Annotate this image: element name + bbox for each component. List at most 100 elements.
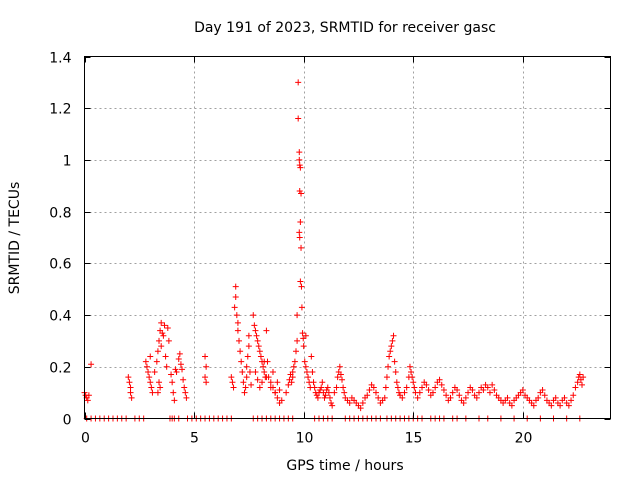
- data-point: [237, 348, 244, 355]
- y-axis-label: SRMTID / TECUs: [7, 182, 23, 295]
- data-point: [180, 376, 187, 383]
- data-point: [387, 348, 394, 355]
- data-point: [324, 384, 331, 391]
- data-point: [238, 358, 245, 365]
- data-point: [530, 402, 537, 409]
- data-point: [469, 387, 476, 394]
- data-point: [436, 376, 443, 383]
- data-point: [261, 358, 268, 365]
- data-point: [288, 379, 295, 386]
- data-point: [283, 389, 290, 396]
- data-point: [243, 363, 250, 370]
- data-point: [243, 374, 250, 381]
- data-point: [179, 366, 186, 373]
- data-point: [252, 368, 259, 375]
- plot-frame: [84, 56, 611, 419]
- data-point: [298, 244, 305, 251]
- data-point: [294, 337, 301, 344]
- y-tick-label: 0: [63, 413, 72, 429]
- data-point: [403, 384, 410, 391]
- data-point: [172, 366, 179, 373]
- data-point: [158, 343, 165, 350]
- data-point: [183, 394, 190, 401]
- data-point: [244, 353, 251, 360]
- y-tick-label: 1.4: [49, 51, 71, 67]
- data-point: [159, 330, 166, 337]
- data-point: [385, 363, 392, 370]
- data-point: [245, 332, 252, 339]
- data-point: [429, 389, 436, 396]
- data-point: [256, 348, 263, 355]
- data-point: [565, 402, 572, 409]
- data-point: [346, 399, 353, 406]
- data-point: [399, 394, 406, 401]
- data-point: [300, 335, 307, 342]
- data-point: [127, 384, 134, 391]
- data-point: [302, 332, 309, 339]
- data-point: [145, 368, 152, 375]
- data-point: [170, 389, 177, 396]
- data-point: [162, 353, 169, 360]
- data-point: [419, 384, 426, 391]
- data-point: [325, 389, 332, 396]
- data-point: [318, 384, 325, 391]
- data-point: [449, 389, 456, 396]
- data-point: [252, 327, 259, 334]
- data-point: [341, 389, 348, 396]
- data-point: [230, 384, 237, 391]
- data-point: [239, 368, 246, 375]
- data-point: [297, 164, 304, 171]
- data-point: [411, 384, 418, 391]
- grid-lines: [84, 56, 611, 419]
- data-point: [265, 374, 272, 381]
- data-point: [126, 379, 133, 386]
- data-point: [250, 312, 257, 319]
- data-point: [248, 381, 255, 388]
- data-point: [561, 394, 568, 401]
- data-point: [88, 361, 95, 368]
- data-point: [255, 343, 262, 350]
- data-point: [299, 330, 306, 337]
- data-point: [177, 361, 184, 368]
- data-point: [541, 392, 548, 399]
- data-point: [375, 394, 382, 401]
- data-point: [414, 394, 421, 401]
- data-point: [328, 399, 335, 406]
- data-point: [276, 387, 283, 394]
- data-point: [576, 371, 583, 378]
- data-point: [296, 156, 303, 163]
- data-point: [232, 283, 239, 290]
- data-point: [251, 322, 258, 329]
- data-point: [416, 389, 423, 396]
- data-point: [153, 358, 160, 365]
- data-point: [259, 379, 266, 386]
- data-point: [447, 394, 454, 401]
- data-point: [182, 389, 189, 396]
- x-tick-label: 15: [405, 431, 423, 447]
- data-point: [160, 332, 167, 339]
- data-point: [291, 358, 298, 365]
- data-point: [263, 327, 270, 334]
- data-point: [579, 381, 586, 388]
- data-point: [274, 394, 281, 401]
- data-point: [456, 392, 463, 399]
- data-point: [409, 374, 416, 381]
- data-point: [308, 353, 315, 360]
- data-point: [163, 363, 170, 370]
- chart-title: Day 191 of 2023, SRMTID for receiver gas…: [194, 20, 496, 36]
- data-point: [322, 392, 329, 399]
- data-point: [267, 379, 274, 386]
- data-point: [158, 319, 165, 326]
- data-point: [289, 374, 296, 381]
- data-point: [267, 384, 274, 391]
- data-point: [233, 312, 240, 319]
- data-point: [254, 376, 261, 383]
- data-point: [203, 379, 210, 386]
- data-point: [203, 363, 210, 370]
- data-point: [292, 348, 299, 355]
- data-point: [504, 394, 511, 401]
- data-point: [256, 384, 263, 391]
- data-point: [296, 234, 303, 241]
- data-point: [254, 337, 261, 344]
